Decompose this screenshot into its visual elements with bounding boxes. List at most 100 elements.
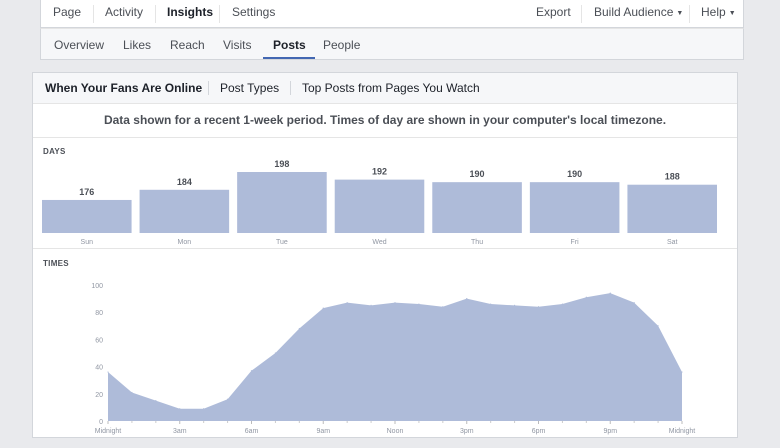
x-tick-label: 3am — [173, 428, 187, 435]
times-data-point — [394, 302, 396, 304]
times-data-point — [226, 398, 229, 400]
day-bar — [627, 184, 717, 233]
tab-overview[interactable]: Overview — [54, 38, 105, 52]
tab-reach[interactable]: Reach — [170, 38, 205, 52]
build-audience-label: Build Audience — [594, 5, 674, 19]
day-category-label: Tue — [276, 239, 288, 246]
nav-divider — [581, 5, 582, 23]
day-category-label: Mon — [178, 239, 192, 246]
build-audience-menu[interactable]: Build Audience ▼ — [594, 0, 683, 27]
times-area-chart: 0 20 40 60 80 100 Midnight 3am 6am 9am Noon 3pm 6pm 9… — [91, 283, 696, 435]
tab-divider — [208, 81, 209, 95]
x-tick-label: Midnight — [669, 428, 696, 435]
nav-insights[interactable]: Insights — [167, 5, 214, 19]
nav-divider — [155, 5, 156, 23]
nav-page[interactable]: Page — [53, 5, 82, 19]
times-chart-title: TIMES — [43, 259, 69, 268]
x-tick-label: 6am — [245, 428, 259, 435]
times-data-point — [657, 325, 659, 327]
times-data-point — [537, 306, 540, 308]
help-label: Help — [701, 5, 726, 19]
day-category-label: Wed — [372, 239, 386, 246]
insights-sub-nav: Overview Likes Reach Visits Posts People — [40, 28, 744, 60]
times-data-point — [203, 408, 205, 410]
tab-likes[interactable]: Likes — [123, 38, 152, 52]
day-value-label: 176 — [79, 187, 94, 197]
times-data-point — [513, 304, 516, 306]
times-data-point — [681, 371, 683, 373]
times-data-point — [155, 400, 157, 402]
times-data-point — [298, 327, 300, 330]
day-value-label: 188 — [665, 172, 680, 182]
times-data-point — [107, 371, 109, 373]
day-category-label: Fri — [571, 239, 580, 246]
times-data-point — [346, 302, 348, 304]
times-area-series — [108, 293, 682, 421]
day-category-label: Thu — [471, 239, 483, 246]
days-bar-chart: 176 Sun 184 Mon 198 Tue 192 Wed 190 Thu 190 Fri 188 S… — [42, 159, 717, 246]
x-tick-label: 3pm — [460, 428, 474, 435]
days-chart-title: DAYS — [43, 147, 66, 156]
day-bar — [432, 182, 522, 233]
tab-top-posts-pages-watch[interactable]: Top Posts from Pages You Watch — [302, 81, 480, 95]
day-bar — [334, 179, 425, 233]
day-bar — [529, 182, 620, 233]
nav-divider — [219, 5, 220, 23]
tab-posts[interactable]: Posts — [273, 38, 306, 52]
timezone-notice: Data shown for a recent 1-week period. T… — [33, 104, 737, 138]
y-tick-label: 60 — [95, 337, 103, 344]
x-tick-label: 9pm — [603, 428, 617, 435]
tab-divider — [290, 81, 291, 95]
x-tick-label: Noon — [387, 428, 404, 435]
top-nav: Page Activity Insights Settings Export B… — [40, 0, 744, 28]
day-value-label: 190 — [470, 169, 485, 179]
help-menu[interactable]: Help ▼ — [701, 0, 736, 27]
times-data-point — [179, 408, 181, 410]
nav-settings[interactable]: Settings — [232, 5, 276, 19]
day-bar — [237, 172, 327, 233]
times-data-point — [490, 303, 492, 305]
day-category-label: Sun — [81, 239, 94, 246]
y-tick-label: 20 — [95, 392, 103, 399]
tab-people[interactable]: People — [323, 38, 361, 52]
times-data-point — [585, 296, 587, 298]
panel-tabs: When Your Fans Are Online Post Types Top… — [33, 73, 737, 104]
chevron-down-icon: ▼ — [676, 10, 684, 17]
day-value-label: 198 — [274, 159, 289, 169]
times-data-point — [131, 391, 133, 394]
x-tick-label: Midnight — [95, 428, 122, 435]
times-data-point — [609, 292, 611, 294]
y-tick-label: 100 — [91, 283, 103, 290]
times-data-point — [418, 303, 420, 305]
x-tick-label: 6pm — [532, 428, 546, 435]
y-tick-label: 0 — [99, 419, 103, 426]
posts-panel: When Your Fans Are Online Post Types Top… — [32, 72, 738, 438]
nav-divider — [93, 5, 94, 23]
times-data-point — [322, 307, 324, 309]
times-data-point — [250, 370, 253, 372]
times-data-point — [466, 298, 468, 300]
times-data-point — [561, 303, 564, 305]
times-data-point — [442, 306, 444, 308]
x-tick-label: 9am — [316, 428, 330, 435]
nav-activity[interactable]: Activity — [105, 5, 144, 19]
day-value-label: 190 — [567, 169, 582, 179]
section-divider — [33, 248, 737, 249]
y-tick-label: 40 — [95, 365, 103, 372]
active-tab-indicator — [263, 57, 315, 59]
tab-post-types[interactable]: Post Types — [220, 81, 280, 95]
nav-divider — [689, 5, 690, 23]
day-bar — [139, 189, 230, 233]
day-value-label: 192 — [372, 167, 387, 177]
times-data-point — [370, 304, 372, 306]
chevron-down-icon: ▼ — [728, 10, 736, 17]
export-button[interactable]: Export — [536, 5, 571, 19]
day-category-label: Sat — [667, 239, 678, 246]
day-bar — [42, 199, 132, 233]
times-data-point — [274, 352, 277, 354]
tab-visits[interactable]: Visits — [223, 38, 252, 52]
day-value-label: 184 — [177, 177, 192, 187]
y-tick-label: 80 — [95, 310, 103, 317]
tab-when-fans-online[interactable]: When Your Fans Are Online — [45, 81, 203, 95]
times-data-point — [633, 302, 635, 304]
